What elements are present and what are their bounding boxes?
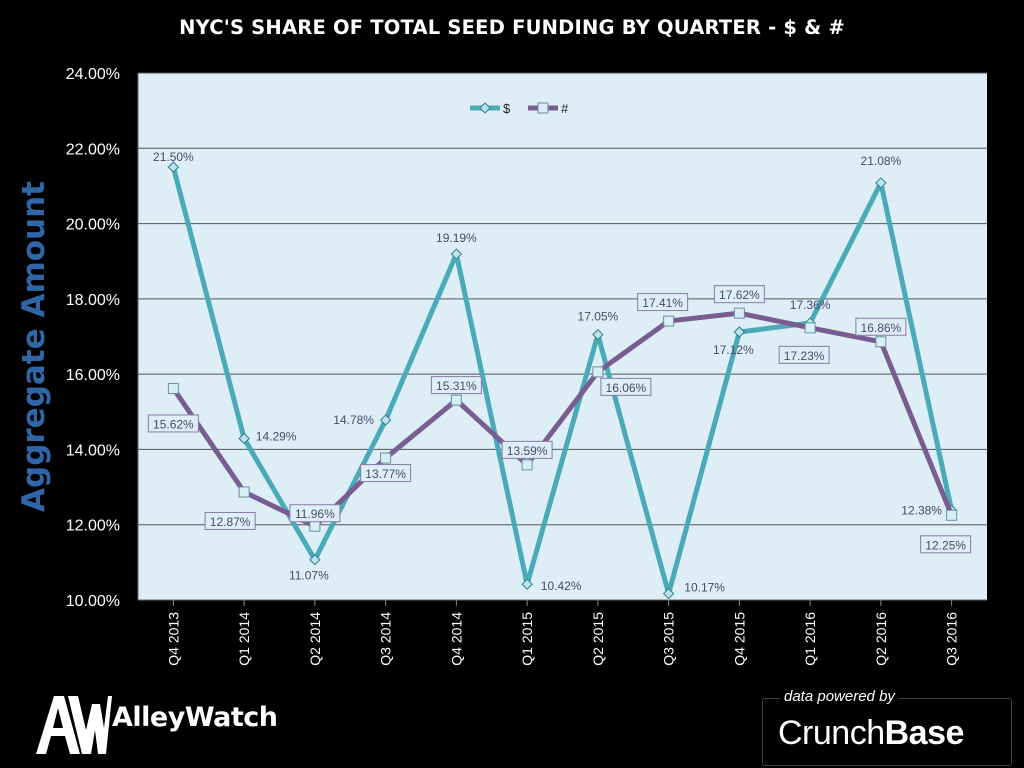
crunchbase-wordmark-bold: Base	[884, 714, 965, 752]
crunchbase-wordmark: CrunchBase	[778, 714, 964, 753]
data-label-box-count	[501, 440, 553, 459]
data-point-count	[592, 366, 604, 378]
y-tick-label: 16.00%	[66, 367, 120, 384]
data-label-box-count	[289, 504, 341, 523]
y-axis-label: Aggregate Amount	[16, 181, 52, 512]
crunchbase-wordmark-light: Crunch	[778, 714, 885, 752]
data-point-count	[946, 509, 958, 521]
legend[interactable]: $ #	[470, 101, 569, 116]
y-tick-label: 18.00%	[66, 292, 120, 309]
data-point-dollar	[379, 414, 392, 426]
data-label-count: 13.59%	[507, 444, 548, 458]
alleywatch-logo: AlleyWatch	[34, 692, 334, 756]
grid	[137, 72, 987, 601]
data-point-count	[450, 394, 462, 406]
x-tick-label: Q4 2014	[448, 612, 464, 666]
data-label-dollar: 10.17%	[684, 581, 725, 595]
data-point-dollar	[592, 328, 604, 341]
data-point-count	[309, 520, 321, 532]
data-point-count	[380, 452, 392, 464]
data-label-box-count	[778, 345, 830, 364]
data-label-count: 12.25%	[925, 538, 966, 552]
data-label-box-count	[360, 464, 412, 483]
y-tick-label: 12.00%	[66, 518, 120, 535]
y-tick-label: 10.00%	[66, 593, 120, 610]
alleywatch-logo-icon	[36, 696, 112, 754]
data-point-count	[663, 315, 675, 327]
data-label-box-count	[204, 511, 256, 530]
data-label-box-count	[713, 285, 765, 304]
data-point-dollar	[167, 161, 180, 173]
chart-title: NYC'S SHARE OF TOTAL SEED FUNDING BY QUA…	[179, 16, 845, 39]
data-label-count: 15.62%	[153, 417, 194, 431]
data-label-count: 17.41%	[642, 296, 683, 310]
data-label-count: 16.06%	[606, 381, 647, 395]
data-label-box-count	[430, 376, 482, 395]
data-label-count: 13.77%	[365, 467, 406, 481]
y-tick-label: 22.00%	[66, 141, 120, 158]
data-point-dollar	[733, 326, 746, 338]
data-label-dollar: 17.12%	[713, 343, 754, 357]
data-point-count	[804, 322, 816, 334]
data-point-count	[167, 382, 179, 394]
x-tick-label: Q3 2015	[661, 612, 677, 666]
data-label-box-count	[637, 293, 689, 312]
y-tick-label: 24.00%	[66, 66, 120, 83]
x-tick-label: Q1 2014	[236, 612, 252, 666]
data-label-count: 17.62%	[719, 288, 760, 302]
data-label-dollar: 17.05%	[578, 310, 619, 324]
data-labels: 21.50% 14.29% 11.07% 14.78% 19.19% 10.42% 17.0…	[147, 150, 972, 595]
data-label-dollar: 11.07%	[289, 569, 329, 583]
data-label-dollar: 14.78%	[333, 413, 374, 427]
alleywatch-wordmark: AlleyWatch	[112, 702, 278, 733]
data-point-count	[238, 486, 250, 498]
x-tick-label: Q1 2016	[802, 612, 818, 666]
x-tick-label: Q2 2014	[307, 612, 323, 666]
x-tick-label: Q3 2014	[378, 612, 394, 666]
legend-label-dollar: $	[503, 101, 511, 116]
y-axis-ticks: 10.00% 12.00% 14.00% 16.00% 18.00% 20.00% 22.0…	[66, 66, 120, 610]
powered-by-caption: data powered by	[780, 688, 899, 705]
y-tick-label: 14.00%	[66, 442, 120, 459]
data-point-dollar	[309, 554, 321, 566]
data-point-dollar	[521, 578, 533, 590]
x-tick-label: Q2 2016	[873, 612, 889, 666]
x-tick-label: Q2 2015	[590, 612, 606, 666]
x-tick-label: Q4 2013	[165, 612, 181, 666]
data-label-dollar: 21.50%	[153, 150, 194, 164]
data-point-dollar	[662, 587, 675, 600]
data-label-count: 15.31%	[436, 379, 477, 393]
data-label-count: 11.96%	[295, 507, 335, 521]
data-label-count: 12.87%	[210, 515, 251, 529]
data-point-dollar	[875, 177, 887, 189]
x-axis-ticks: Q4 2013 Q1 2014 Q2 2014 Q3 2014 Q4 2014 Q1 20…	[165, 600, 960, 666]
legend-marker-dollar	[479, 102, 491, 114]
data-label-box-count	[855, 317, 907, 336]
data-label-dollar: 17.36%	[790, 298, 831, 312]
data-label-box-count	[147, 414, 199, 433]
series-line-dollar	[170, 164, 955, 597]
x-tick-label: Q4 2015	[731, 612, 747, 666]
y-tick-label: 20.00%	[66, 217, 120, 234]
data-label-count: 16.86%	[861, 321, 902, 335]
legend-marker-count	[537, 102, 549, 114]
data-label-dollar: 12.38%	[901, 503, 942, 517]
data-label-dollar: 14.29%	[256, 430, 297, 444]
data-label-box-count	[600, 377, 652, 396]
data-point-count	[733, 307, 745, 319]
data-point-count	[521, 459, 533, 471]
data-label-dollar: 19.19%	[436, 231, 477, 245]
data-label-count: 17.23%	[784, 349, 825, 363]
data-point-dollar	[238, 432, 250, 445]
x-tick-label: Q1 2015	[519, 612, 535, 666]
x-tick-label: Q3 2016	[944, 612, 960, 666]
data-point-count	[875, 336, 887, 348]
data-label-dollar: 10.42%	[541, 579, 582, 593]
data-point-dollar	[450, 248, 463, 260]
legend-label-count: #	[561, 101, 569, 116]
data-label-dollar: 21.08%	[861, 154, 902, 168]
data-label-box-count	[920, 535, 972, 554]
